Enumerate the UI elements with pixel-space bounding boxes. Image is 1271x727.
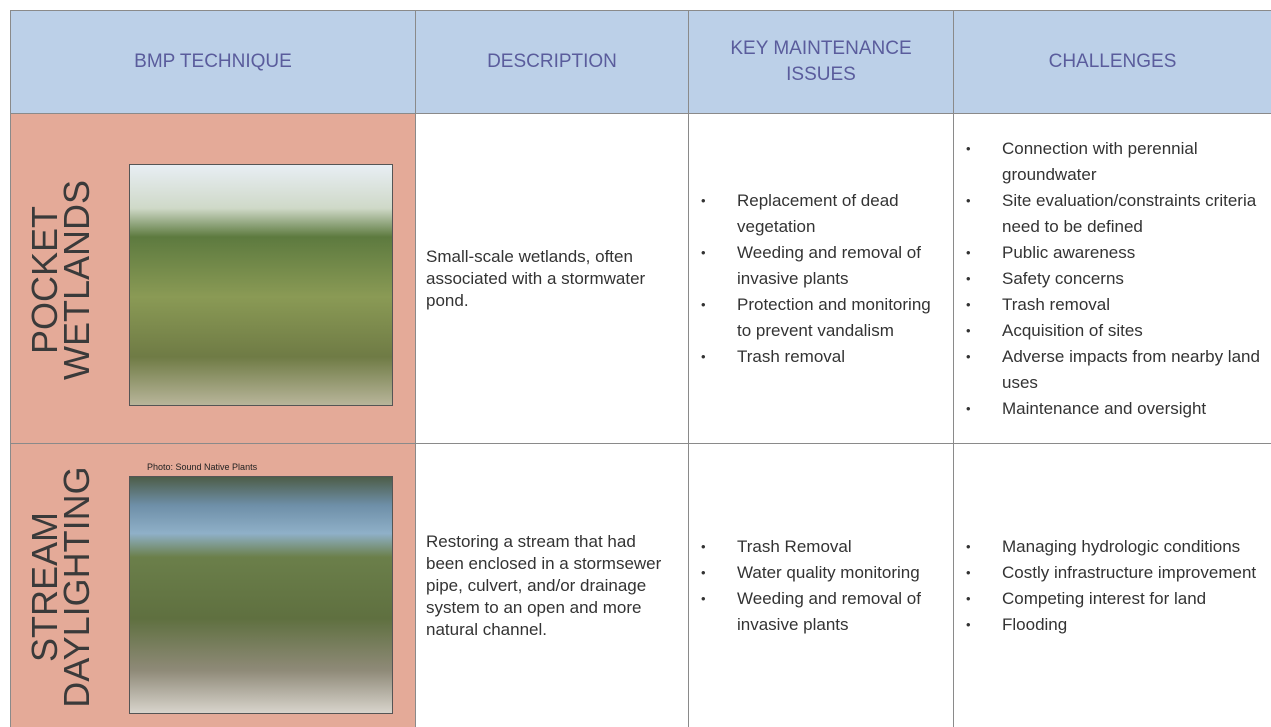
technique-name: POCKET WETLANDS [24,179,97,380]
challenges-item: Maintenance and oversight [954,396,1261,422]
photo [129,476,393,714]
challenges-item: Competing interest for land [954,586,1261,612]
maintenance-item: Weeding and removal of invasive plants [689,586,943,638]
header-cell: CHALLENGES [953,10,1271,114]
technique-line: DAYLIGHTING [56,465,97,708]
header-text: KEY MAINTENANCE ISSUES [730,38,912,85]
header-text: CHALLENGES [1048,51,1177,72]
technique-cell: POCKET WETLANDS [10,113,416,444]
challenges-list: Connection with perennial groundwaterSit… [954,136,1271,422]
challenges-item: Site evaluation/constraints criteria nee… [954,188,1261,240]
technique-name: STREAM DAYLIGHTING [24,465,97,708]
description: Small-scale wetlands, often associated w… [426,246,646,310]
header-text: DESCRIPTION [487,51,617,72]
photo-credit: Photo: Sound Native Plants [147,462,258,472]
maintenance-cell: Trash RemovalWater quality monitoringWee… [688,443,954,727]
challenges-item: Costly infrastructure improvement [954,560,1261,586]
description-cell: Restoring a stream that had been enclose… [415,443,689,727]
header-cell: BMP TECHNIQUE [10,10,416,114]
challenges-item: Flooding [954,612,1261,638]
maintenance-cell: Replacement of dead vegetationWeeding an… [688,113,954,444]
technique-line: WETLANDS [56,179,97,380]
maintenance-item: Weeding and removal of invasive plants [689,240,943,292]
maintenance-item: Replacement of dead vegetation [689,188,943,240]
technique-cell: STREAM DAYLIGHTING Photo: Sound Native Pla… [10,443,416,727]
maintenance-item: Water quality monitoring [689,560,943,586]
header-text: BMP TECHNIQUE [134,51,292,72]
maintenance-item: Protection and monitoring to prevent van… [689,292,943,344]
header-cell: DESCRIPTION [415,10,689,114]
challenges-cell: Connection with perennial groundwaterSit… [953,113,1271,444]
header-cell: KEY MAINTENANCE ISSUES [688,10,954,114]
challenges-item: Safety concerns [954,266,1261,292]
description: Restoring a stream that had been enclose… [426,531,662,639]
maintenance-item: Trash removal [689,344,943,370]
challenges-item: Acquisition of sites [954,318,1261,344]
photo [129,164,393,406]
challenges-cell: Managing hydrologic conditionsCostly inf… [953,443,1271,727]
challenges-item: Public awareness [954,240,1261,266]
challenges-item: Managing hydrologic conditions [954,534,1261,560]
maintenance-list: Replacement of dead vegetationWeeding an… [689,188,953,370]
challenges-item: Trash removal [954,292,1261,318]
challenges-item: Adverse impacts from nearby land uses [954,344,1261,396]
maintenance-item: Trash Removal [689,534,943,560]
maintenance-list: Trash RemovalWater quality monitoringWee… [689,534,953,638]
challenges-item: Connection with perennial groundwater [954,136,1261,188]
description-cell: Small-scale wetlands, often associated w… [415,113,689,444]
challenges-list: Managing hydrologic conditionsCostly inf… [954,534,1271,638]
